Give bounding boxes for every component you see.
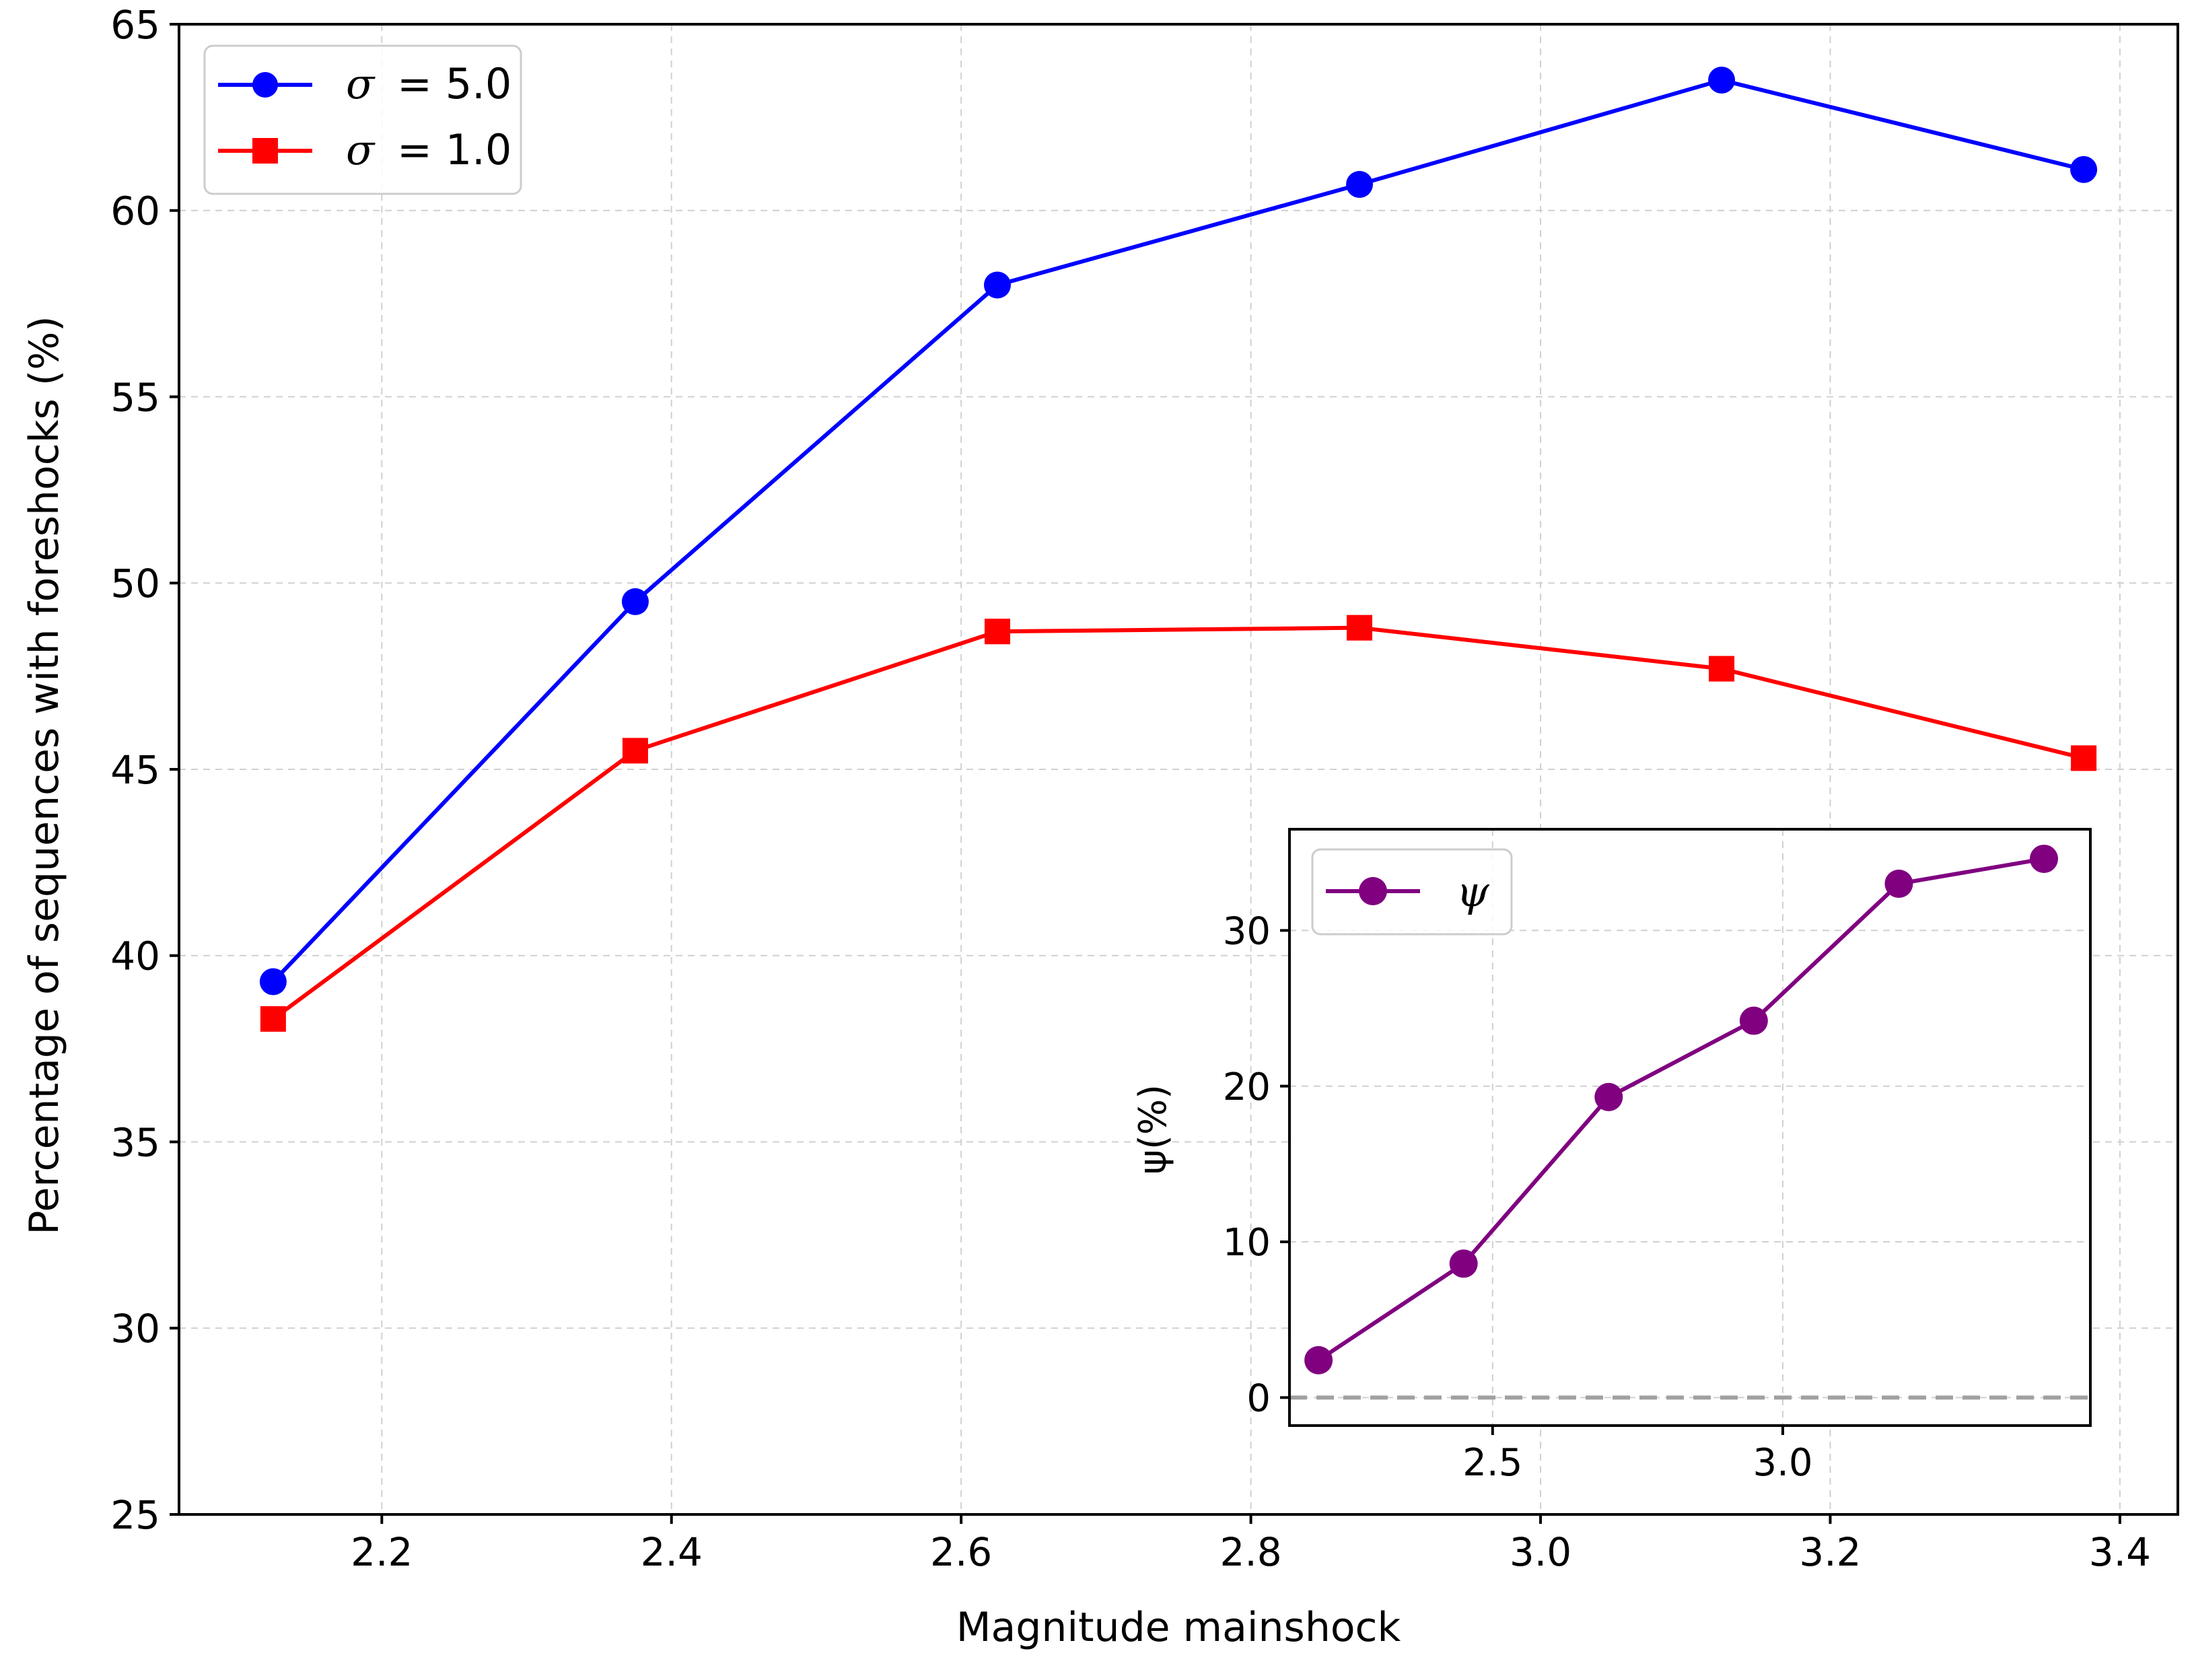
inset-y-tick-label: 10 — [1223, 1221, 1271, 1265]
main-series-1-point — [2071, 745, 2097, 771]
inset-plot-frame — [1288, 828, 2092, 1427]
main-series-0-point — [621, 588, 649, 615]
main-series-layer — [259, 67, 2098, 1032]
legend-label-sigma-5: σ = 5.0 — [346, 59, 511, 108]
main-grid — [179, 24, 2178, 1515]
main-tick-layer: 2.2 2.4 2.6 2.8 3.0 3.2 3.4 25 30 35 40 45 50 55 60 65 — [110, 2, 2151, 1575]
main-y-tick-label: 50 — [110, 561, 160, 606]
main-series-line-1 — [272, 625, 2084, 1021]
legend-symbol-sigma-1: σ — [346, 125, 376, 174]
inset-series-0-point — [2030, 844, 2059, 873]
main-y-tick-label: 60 — [110, 188, 160, 234]
main-series-1-point — [622, 738, 648, 764]
legend-symbol-sigma-5: σ — [346, 59, 376, 108]
main-x-tick-label: 2.8 — [1219, 1529, 1281, 1575]
main-x-tick-label: 2.2 — [351, 1529, 413, 1575]
main-y-tick-label: 45 — [110, 747, 160, 793]
main-y-tick-label: 25 — [110, 1492, 160, 1538]
main-y-axis-label: Percentage of sequences with foreshocks … — [21, 316, 68, 1234]
inset-tick-layer: 2.5 3.0 0 10 20 30 — [1223, 910, 1813, 1485]
main-x-tick-label: 3.4 — [2089, 1529, 2151, 1575]
main-y-tick-label: 55 — [110, 374, 160, 420]
main-y-tick-label: 35 — [110, 1119, 160, 1165]
inset-x-tick-label: 3.0 — [1753, 1441, 1812, 1485]
inset-series-0-point — [1739, 1006, 1768, 1035]
inset-series-layer — [1304, 844, 2059, 1374]
main-series-0-point — [983, 271, 1011, 299]
main-y-tick-label: 65 — [110, 2, 160, 48]
legend-marker-sigma-1 — [252, 138, 278, 164]
legend-label-sigma-1: σ = 1.0 — [346, 125, 511, 174]
main-x-tick-label: 3.0 — [1510, 1529, 1571, 1575]
inset-series-0-point — [1594, 1082, 1623, 1111]
main-x-axis-label: Magnitude mainshock — [956, 1604, 1401, 1651]
inset-y-axis-label: ψ(%) — [1131, 1084, 1175, 1175]
legend-label-psi: ψ — [1456, 867, 1490, 916]
main-y-tick-label: 30 — [110, 1306, 160, 1352]
inset-series-0-point — [1449, 1249, 1478, 1278]
inset-y-tick-label: 0 — [1246, 1377, 1271, 1421]
main-series-0-point — [2070, 155, 2098, 183]
main-y-tick-label: 40 — [110, 934, 160, 979]
main-series-0-point — [1708, 67, 1736, 94]
inset-series-0-point — [1304, 1345, 1333, 1374]
legend-marker-psi — [1359, 877, 1387, 905]
main-series-1-point — [1709, 656, 1735, 682]
legend-value-sigma-1: = 1.0 — [397, 125, 511, 174]
main-series-1-point — [260, 1006, 286, 1032]
main-x-tick-label: 2.4 — [641, 1529, 703, 1575]
inset-legend: ψ — [1311, 848, 1513, 936]
main-x-tick-label: 2.6 — [930, 1529, 992, 1575]
main-series-0-point — [1346, 171, 1374, 199]
inset-chart: 2.5 3.0 0 10 20 30 ψ(%) ψ — [1131, 828, 2092, 1485]
legend-marker-sigma-5 — [252, 72, 278, 98]
main-series-1-point — [1347, 615, 1373, 641]
main-series-line-0 — [271, 78, 2084, 983]
inset-y-tick-label: 20 — [1223, 1065, 1271, 1109]
inset-series-line-0 — [1317, 856, 2045, 1362]
inset-y-tick-label: 30 — [1223, 910, 1271, 954]
inset-series-0-point — [1884, 869, 1913, 898]
legend-value-sigma-5: = 5.0 — [397, 59, 511, 108]
main-series-1-point — [984, 619, 1010, 645]
main-legend: σ = 5.0 σ = 1.0 — [203, 44, 522, 195]
inset-x-tick-label: 2.5 — [1462, 1441, 1522, 1485]
main-x-tick-label: 3.2 — [1799, 1529, 1861, 1575]
main-series-0-point — [259, 968, 287, 995]
